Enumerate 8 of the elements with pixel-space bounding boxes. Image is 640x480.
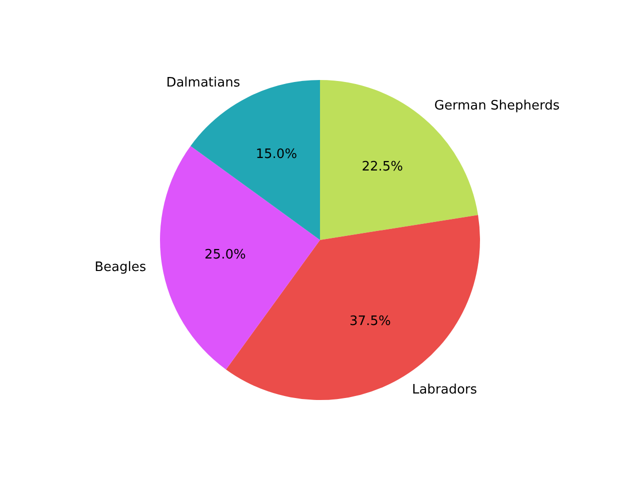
data-label: 15.0% <box>256 146 298 162</box>
slice-label: Labradors <box>412 382 478 398</box>
slice-label: Beagles <box>94 260 146 275</box>
data-label: 25.0% <box>204 247 246 262</box>
slice-label: Dalmatians <box>166 76 240 91</box>
slice-label: German Shepherds <box>434 98 560 114</box>
data-label: 37.5% <box>350 314 391 330</box>
data-label: 22.5% <box>362 159 404 174</box>
